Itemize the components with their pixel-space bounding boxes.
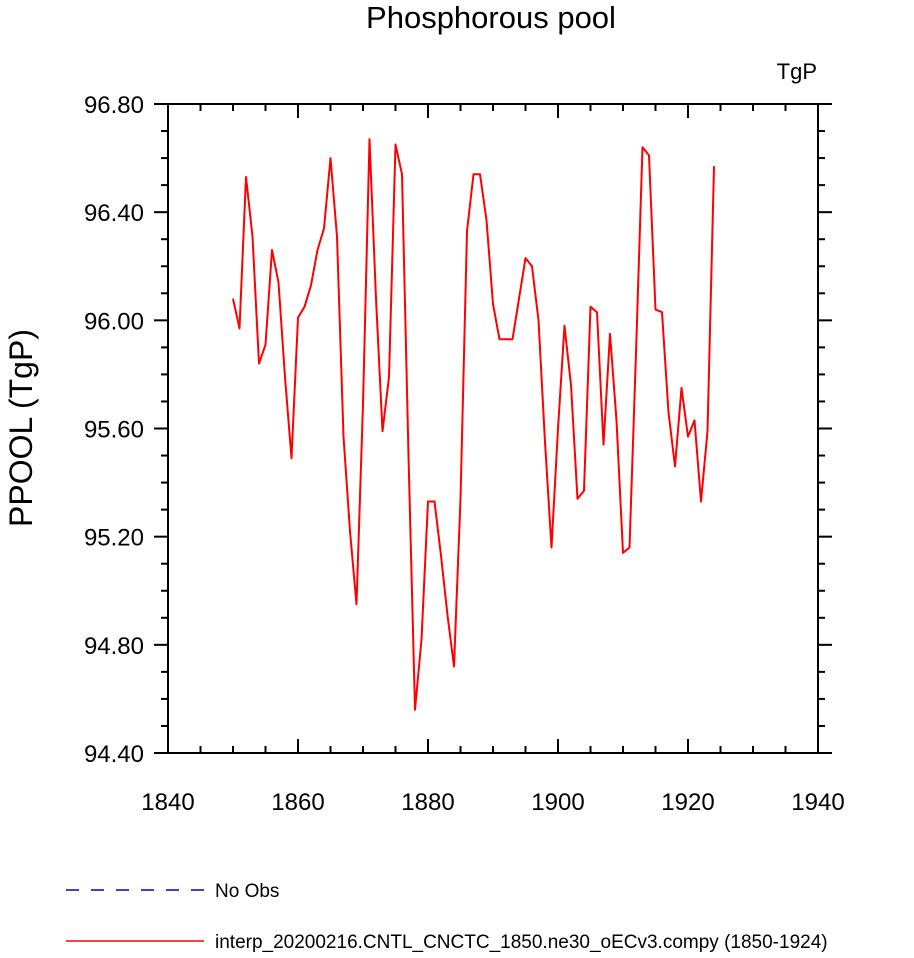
x-tick-label: 1900 xyxy=(531,789,584,816)
x-tick-label: 1860 xyxy=(271,789,324,816)
y-tick-label: 94.80 xyxy=(84,633,144,660)
chart-title: Phosphorous pool xyxy=(366,0,616,35)
y-tick-label: 96.40 xyxy=(84,200,144,227)
y-tick-label: 95.60 xyxy=(84,417,144,444)
tick-labels: 1840 1860 1880 1900 1920 1940 94.40 94.80 95.20 9… xyxy=(84,92,845,816)
y-tick-label: 94.40 xyxy=(84,741,144,768)
series-layer xyxy=(232,138,715,711)
y-tick-label: 96.00 xyxy=(84,308,144,335)
axis-ticks xyxy=(154,103,832,754)
y-axis-label: PPOOL (TgP) xyxy=(3,329,39,527)
x-tick-label: 1920 xyxy=(661,789,714,816)
legend-label-1: interp_20200216.CNTL_CNCTC_1850.ne30_oEC… xyxy=(215,932,828,953)
y-tick-label: 95.20 xyxy=(84,525,144,552)
plot-frame xyxy=(167,103,819,754)
x-tick-label: 1840 xyxy=(141,789,194,816)
y-tick-label: 96.80 xyxy=(84,92,144,119)
legend: No Obs interp_20200216.CNTL_CNCTC_1850.ne… xyxy=(66,881,828,953)
x-tick-label: 1940 xyxy=(791,789,844,816)
legend-label-0: No Obs xyxy=(215,881,279,902)
series-line-1 xyxy=(232,138,715,711)
units-label: TgP xyxy=(777,59,817,84)
x-tick-label: 1880 xyxy=(401,789,454,816)
